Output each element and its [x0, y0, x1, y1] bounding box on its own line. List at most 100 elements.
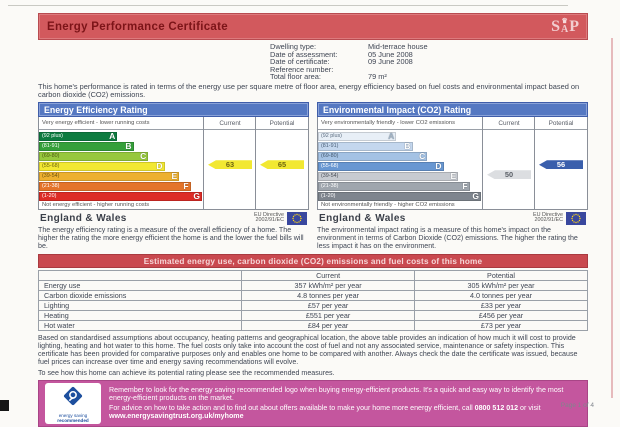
table-row: Lighting£57 per year£33 per year [39, 301, 588, 311]
promo-paragraph-2-mid: or visit [518, 404, 540, 412]
column-divider [255, 117, 256, 209]
potential-column-header: Potential [256, 117, 308, 129]
band-row-g: (1-20)G [318, 191, 481, 201]
energy-saving-logo: energy saving recommended [45, 383, 101, 424]
band-row-c: (69-80) C [318, 151, 481, 161]
energy-efficiency-title: Energy Efficiency Rating [38, 102, 309, 117]
cost-table-column-header: Current [242, 271, 415, 281]
band-row-e: (39-54) E [318, 171, 481, 181]
band-bar-f: (21-38)F [39, 182, 191, 191]
current-value: £57 per year [242, 301, 415, 311]
row-label: Hot water [39, 321, 242, 331]
rating-bands: (92 plus)A(81-91)B(69-80)C(55-68)D(39-54… [39, 130, 202, 201]
environmental-impact-title: Environmental Impact (CO2) Rating [317, 102, 588, 117]
potential-value: 305 kWh/m² per year [415, 281, 588, 291]
band-bar-b: (81-91)B [39, 142, 134, 151]
band-bar-c: (69-80)C [39, 152, 148, 161]
table-row: Heating£551 per year£456 per year [39, 311, 588, 321]
table-row: Hot water£84 per year£73 per year [39, 321, 588, 331]
band-range-label: (1-20) [39, 194, 56, 199]
band-letter: F [183, 182, 190, 191]
sap-logo-s: S [551, 19, 560, 35]
band-row-d: (55-68)D [39, 161, 202, 171]
energy-saving-promo: energy saving recommended Remember to lo… [38, 380, 588, 427]
eu-flag-icon [287, 212, 307, 225]
energy-efficiency-current-arrow: 63 [208, 160, 252, 169]
band-range-label: (92 plus) [39, 134, 63, 139]
current-value: 4.8 tonnes per year [242, 291, 415, 301]
band-range-label: (39-54) [39, 174, 59, 179]
band-range-label: (55-68) [318, 164, 338, 169]
current-value: £551 per year [242, 311, 415, 321]
band-bar-e: (39-54) E [318, 172, 458, 181]
band-row-a: (92 plus) A [318, 131, 481, 141]
energy-saving-trust-url[interactable]: www.energysavingtrust.org.uk/myhome [109, 412, 244, 420]
potential-value: £73 per year [415, 321, 588, 331]
band-range-label: (39-54) [318, 174, 338, 179]
sap-logo-a: A [561, 25, 568, 35]
energy-efficiency-potential-arrow: 65 [260, 160, 304, 169]
potential-value: 4.0 tonnes per year [415, 291, 588, 301]
band-letter: A [388, 132, 396, 141]
band-letter: B [404, 142, 412, 151]
current-column-header: Current [204, 117, 256, 129]
band-row-b: (81-91)B [39, 141, 202, 151]
potential-column-header: Potential [535, 117, 587, 129]
band-bar-e: (39-54)E [39, 172, 179, 181]
band-letter: E [451, 172, 459, 181]
property-details: Dwelling type:Mid-terrace house Date of … [270, 43, 588, 81]
band-range-label: (92 plus) [318, 134, 342, 139]
chart-column-headers: Very environmentally friendly - lower CO… [318, 117, 587, 130]
band-letter: G [193, 192, 202, 201]
band-row-b: (81-91) B [318, 141, 481, 151]
band-letter: D [156, 162, 164, 171]
column-divider [482, 117, 483, 209]
rating-bands: (92 plus)A(81-91)B(69-80)C(55-68)D(39-54… [318, 130, 481, 201]
current-column-header: Current [483, 117, 535, 129]
band-row-g: (1-20) G [39, 191, 202, 201]
scan-artifact-top [8, 5, 568, 6]
band-bar-a: (92 plus) A [318, 132, 396, 141]
band-row-d: (55-68) D [318, 161, 481, 171]
band-range-label: (81-91) [318, 144, 338, 149]
page-number: Page 1 of 4 [561, 402, 594, 409]
assumptions-text: Based on standardised assumptions about … [38, 334, 588, 366]
current-value: £84 per year [242, 321, 415, 331]
field-value [368, 66, 588, 74]
potential-value: £456 per year [415, 311, 588, 321]
band-bar-c: (69-80) C [318, 152, 427, 161]
scan-artifact-corner [0, 400, 9, 411]
band-letter: C [419, 152, 427, 161]
band-row-e: (39-54)E [39, 171, 202, 181]
band-range-label: (69-80) [318, 154, 338, 159]
band-bar-d: (55-68) D [318, 162, 444, 171]
page-title: Energy Performance Certificate [47, 21, 228, 33]
logo-text-line2: recommended [47, 418, 99, 423]
environmental-impact-potential-arrow: 56 [539, 160, 583, 169]
band-range-label: (21-38) [318, 184, 338, 189]
band-bar-d: (55-68)D [39, 162, 165, 171]
promo-paragraph-2: For advice on how to take action and to … [109, 404, 581, 420]
band-bar-b: (81-91) B [318, 142, 413, 151]
band-range-label: (81-91) [39, 144, 59, 149]
row-label: Lighting [39, 301, 242, 311]
chart-column-headers: Very energy efficient - lower running co… [39, 117, 308, 130]
cost-table-column-header: Potential [415, 271, 588, 281]
promo-paragraph-2-prefix: For advice on how to take action and to … [109, 404, 475, 412]
row-label: Carbon dioxide emissions [39, 291, 242, 301]
field-value: 09 June 2008 [368, 58, 588, 66]
energy-efficiency-chart: Very energy efficient - lower running co… [38, 117, 309, 210]
intro-text: This home's performance is rated in term… [38, 83, 588, 100]
band-row-c: (69-80)C [39, 151, 202, 161]
field-label: Total floor area: [270, 73, 368, 81]
band-letter: D [435, 162, 443, 171]
